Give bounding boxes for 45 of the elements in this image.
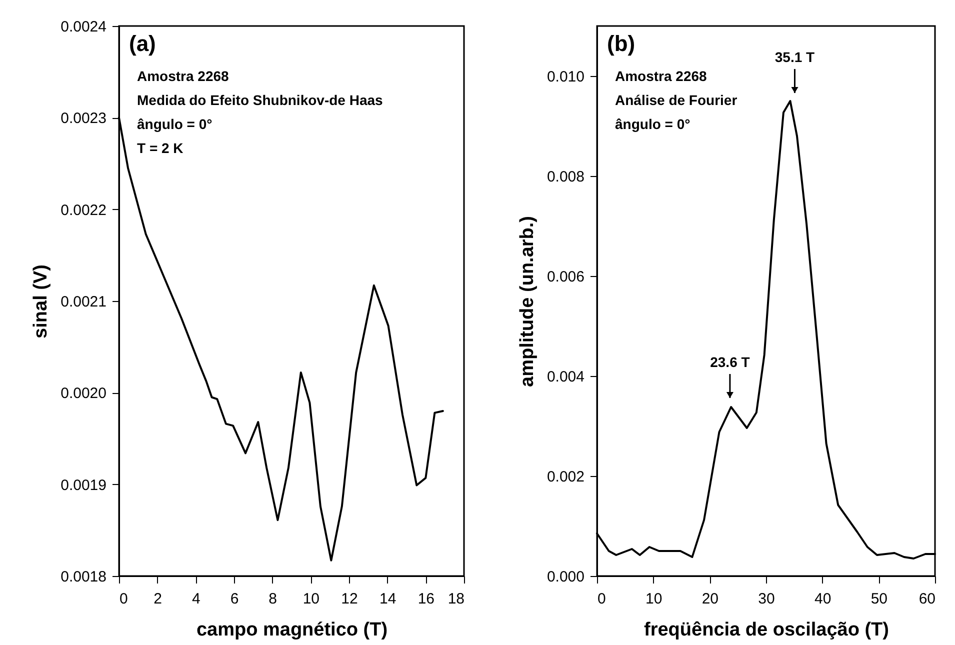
annotation: ângulo = 0° [137,116,212,132]
annotation: 35.1 T [774,49,816,65]
x-tick-label: 16 [418,590,435,608]
x-axis-title: freqüência de oscilação (T) [644,620,889,640]
y-tick-label: 0.0018 [60,568,106,586]
x-tick-label: 20 [702,590,719,608]
y-axis-title: amplitude (un.arb.) [516,216,538,387]
y-tick-label: 0.002 [546,468,584,486]
annotation: Análise de Fourier [615,92,738,108]
x-tick-label: 0 [120,590,128,608]
x-tick-label: 14 [379,590,396,608]
y-tick-label: 0.004 [546,368,584,386]
y-axis-title: sinal (V) [30,264,52,338]
x-axis-title: campo magnético (T) [196,620,388,640]
annotation: (b) [607,31,636,56]
y-tick-label: 0.008 [546,168,584,186]
y-tick-label: 0.0023 [60,110,106,128]
x-tick-label: 10 [302,590,320,608]
y-tick-label: 0.0021 [60,294,106,310]
x-tick-label: 50 [870,590,888,608]
x-tick-label: 2 [154,590,162,608]
x-tick-label: 40 [814,590,832,608]
annotation: (a) [129,31,156,56]
x-tick-label: 30 [758,590,775,608]
y-tick-label: 0.0020 [60,385,106,402]
x-tick-label: 12 [341,590,358,608]
y-tick-label: 0.0022 [60,202,106,219]
y-tick-label: 0.000 [546,568,584,586]
annotation: Amostra 2268 [137,68,230,84]
annotation: ângulo = 0° [615,116,690,132]
x-tick-label: 4 [192,590,200,608]
annotation: Medida do Efeito Shubnikov-de Haas [137,92,384,108]
y-tick-label: 0.0019 [60,476,106,494]
annotation: T = 2 K [137,140,184,156]
y-tick-label: 0.010 [546,68,584,86]
x-tick-label: 6 [230,590,239,608]
x-tick-label: 60 [918,590,936,608]
annotation: Amostra 2268 [615,68,708,84]
x-tick-label: 18 [448,590,464,608]
annotation: 23.6 T [710,354,750,370]
x-tick-label: 0 [598,590,606,608]
y-tick-label: 0.0024 [60,18,106,36]
x-tick-label: 10 [645,590,662,608]
y-tick-label: 0.006 [546,268,584,286]
x-tick-label: 8 [268,590,278,608]
